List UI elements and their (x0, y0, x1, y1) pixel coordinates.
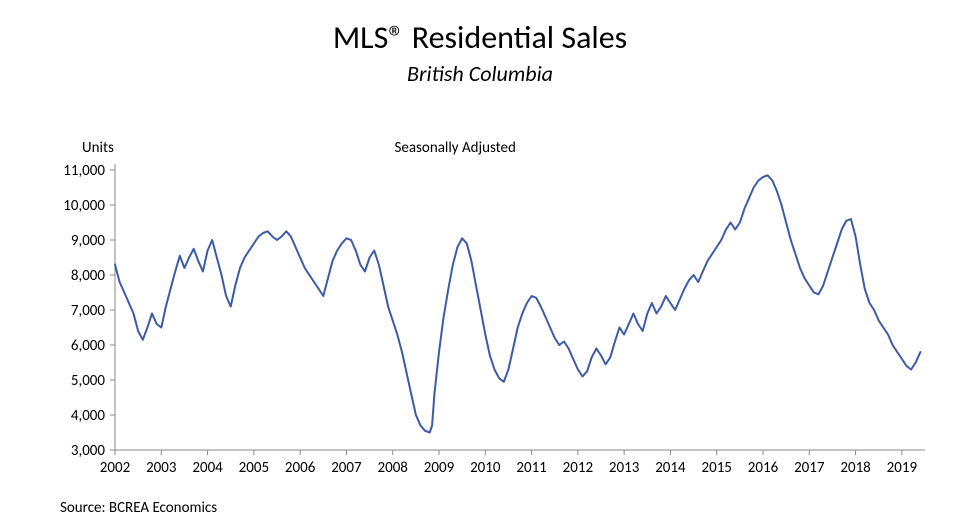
x-tick-label: 2011 (516, 459, 546, 477)
x-tick-label: 2018 (840, 459, 870, 477)
y-tick-label: 5,000 (71, 372, 106, 390)
y-tick-label: 11,000 (63, 162, 105, 180)
x-tick-label: 2003 (146, 459, 177, 477)
x-tick-label: 2005 (239, 459, 269, 477)
x-tick-label: 2015 (702, 459, 732, 477)
y-tick-label: 3,000 (71, 442, 106, 460)
x-tick-label: 2010 (470, 459, 501, 477)
y-axis-label: Units (82, 139, 114, 157)
x-tick-label: 2009 (424, 459, 455, 477)
chart-container: MLS® Residential Sales British Columbia … (0, 0, 960, 527)
x-tick-label: 2019 (887, 459, 918, 477)
x-tick-label: 2013 (609, 459, 640, 477)
sales-line (115, 175, 920, 432)
chart-subhead: Seasonally Adjusted (395, 139, 516, 157)
x-tick-label: 2007 (331, 459, 362, 477)
y-tick-label: 4,000 (71, 407, 106, 425)
y-tick-label: 7,000 (71, 302, 106, 320)
x-tick-label: 2016 (748, 459, 779, 477)
x-tick-label: 2008 (378, 459, 408, 477)
chart-svg: 3,000 4,000 5,000 6,000 7,000 8,000 9,000 10,00… (0, 0, 960, 527)
x-tick-label: 2006 (285, 459, 316, 477)
y-tick-label: 6,000 (71, 337, 106, 355)
y-tick-label: 8,000 (71, 267, 106, 285)
x-tick-label: 2002 (100, 459, 130, 477)
x-tick-label: 2014 (655, 459, 686, 477)
x-tick-label: 2017 (794, 459, 825, 477)
y-tick-label: 9,000 (71, 232, 106, 250)
x-tick-label: 2004 (192, 459, 223, 477)
x-tick-label: 2012 (563, 459, 593, 477)
y-tick-label: 10,000 (63, 197, 105, 215)
